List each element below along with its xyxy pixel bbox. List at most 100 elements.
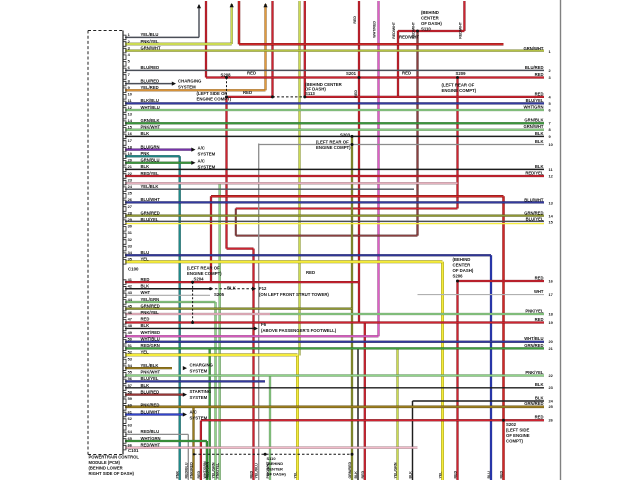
svg-text:2: 2 xyxy=(128,39,131,44)
svg-text:CENTER: CENTER xyxy=(421,16,440,21)
svg-text:(BEHIND: (BEHIND xyxy=(453,257,471,262)
svg-text:58: 58 xyxy=(128,389,133,394)
svg-text:17: 17 xyxy=(128,138,132,143)
svg-text:53: 53 xyxy=(128,356,133,361)
svg-text:YEL/BLU: YEL/BLU xyxy=(255,463,259,479)
svg-text:SYSTEM: SYSTEM xyxy=(198,165,216,170)
svg-text:PNK/YEL: PNK/YEL xyxy=(525,308,544,313)
svg-text:24: 24 xyxy=(128,184,133,189)
svg-text:(BEHIND CENTER: (BEHIND CENTER xyxy=(305,82,343,87)
svg-text:PNK: PNK xyxy=(141,151,150,156)
svg-text:11: 11 xyxy=(128,98,133,103)
svg-text:12: 12 xyxy=(549,173,554,178)
svg-text:(LEFT REAR OF: (LEFT REAR OF xyxy=(187,266,220,271)
svg-text:RED/BLU: RED/BLU xyxy=(184,462,188,478)
svg-text:(LEFT SIDE OF: (LEFT SIDE OF xyxy=(197,91,228,96)
svg-text:OF DASH): OF DASH) xyxy=(267,472,287,477)
svg-text:6: 6 xyxy=(128,65,131,70)
svg-text:WHT/BLU: WHT/BLU xyxy=(141,105,160,110)
svg-text:BLK: BLK xyxy=(535,164,544,169)
svg-text:S110: S110 xyxy=(421,27,431,32)
svg-text:51: 51 xyxy=(128,343,133,348)
svg-text:S203: S203 xyxy=(340,133,351,138)
svg-text:(LEFT SIDE: (LEFT SIDE xyxy=(506,428,530,433)
svg-text:RED: RED xyxy=(535,275,544,280)
svg-text:16: 16 xyxy=(549,278,554,283)
svg-text:BLU/RED: BLU/RED xyxy=(525,65,544,70)
svg-text:(ABOVE PASSENGER'S FOOTWELL): (ABOVE PASSENGER'S FOOTWELL) xyxy=(261,328,337,333)
svg-text:RED: RED xyxy=(402,71,411,76)
svg-text:RED: RED xyxy=(535,91,544,96)
svg-text:46: 46 xyxy=(128,310,133,315)
svg-text:47: 47 xyxy=(128,317,132,322)
svg-text:BLK: BLK xyxy=(409,471,413,479)
svg-text:15: 15 xyxy=(549,220,554,225)
svg-text:PNK/YEL: PNK/YEL xyxy=(525,370,544,375)
svg-text:(BEHIND: (BEHIND xyxy=(267,461,284,466)
svg-text:YEL: YEL xyxy=(141,350,150,355)
svg-text:F12: F12 xyxy=(259,286,267,291)
svg-text:4: 4 xyxy=(549,94,552,99)
svg-text:20: 20 xyxy=(549,339,553,344)
svg-text:44: 44 xyxy=(128,297,133,302)
svg-text:SYSTEM: SYSTEM xyxy=(190,416,208,421)
svg-text:65: 65 xyxy=(128,436,133,441)
svg-text:YEL/BLK: YEL/BLK xyxy=(141,184,159,189)
svg-text:YEL/BLK: YEL/BLK xyxy=(141,363,159,368)
svg-text:RED/WHT: RED/WHT xyxy=(141,442,161,447)
svg-text:A/C: A/C xyxy=(190,410,197,415)
svg-text:OF DASH): OF DASH) xyxy=(453,268,474,273)
svg-text:S208: S208 xyxy=(221,72,232,77)
svg-text:33: 33 xyxy=(128,243,133,248)
svg-text:BLK: BLK xyxy=(227,285,237,290)
svg-text:RED: RED xyxy=(535,415,544,420)
svg-text:48: 48 xyxy=(128,323,133,328)
svg-text:27: 27 xyxy=(128,204,132,209)
svg-text:S206: S206 xyxy=(453,274,464,279)
svg-text:PNK/WHT: PNK/WHT xyxy=(141,370,161,375)
svg-text:34: 34 xyxy=(128,250,133,255)
svg-text:35: 35 xyxy=(128,257,133,262)
svg-text:CHARGING: CHARGING xyxy=(190,363,214,368)
svg-text:10: 10 xyxy=(128,92,132,97)
svg-text:10: 10 xyxy=(549,142,553,147)
svg-text:29: 29 xyxy=(128,217,133,222)
svg-text:COMPT): COMPT) xyxy=(506,439,524,444)
svg-text:RED: RED xyxy=(306,270,315,275)
svg-text:OF ENGINE: OF ENGINE xyxy=(506,433,530,438)
svg-text:BLK: BLK xyxy=(535,131,544,136)
svg-text:RED: RED xyxy=(354,90,358,98)
svg-text:PNK/WHT: PNK/WHT xyxy=(266,461,270,479)
svg-text:S204: S204 xyxy=(194,276,205,281)
svg-text:BLK/BLU: BLK/BLU xyxy=(141,98,159,103)
svg-text:POWERTRAIN CONTROL: POWERTRAIN CONTROL xyxy=(89,455,140,460)
svg-text:BLK: BLK xyxy=(535,382,544,387)
svg-text:14: 14 xyxy=(549,214,554,219)
svg-text:GRN/RED: GRN/RED xyxy=(348,462,352,479)
svg-text:ENGINE COMPT): ENGINE COMPT) xyxy=(442,88,477,93)
svg-text:BLK: BLK xyxy=(535,395,544,400)
svg-text:9: 9 xyxy=(128,85,131,90)
svg-text:19: 19 xyxy=(128,151,133,156)
svg-text:BLU/YEL: BLU/YEL xyxy=(141,376,159,381)
svg-text:13: 13 xyxy=(128,111,133,116)
svg-text:YEL/GRN: YEL/GRN xyxy=(141,297,160,302)
svg-text:BLK: BLK xyxy=(141,131,150,136)
svg-text:15: 15 xyxy=(128,125,133,130)
svg-text:25: 25 xyxy=(549,404,554,409)
svg-text:RIGHT SIDE OF DASH): RIGHT SIDE OF DASH) xyxy=(89,471,135,476)
svg-text:PNK/YEL: PNK/YEL xyxy=(216,462,220,478)
svg-text:45: 45 xyxy=(128,303,133,308)
svg-text:BLU/RED: BLU/RED xyxy=(141,78,160,83)
svg-text:41: 41 xyxy=(128,277,133,282)
svg-text:20: 20 xyxy=(128,158,132,163)
svg-text:BLU/YEL: BLU/YEL xyxy=(141,217,159,222)
svg-text:GRN/RED: GRN/RED xyxy=(524,401,543,406)
svg-text:MODULE (PCM): MODULE (PCM) xyxy=(89,460,121,465)
svg-text:GRN/BLK: GRN/BLK xyxy=(524,118,543,123)
svg-text:RED: RED xyxy=(250,471,254,479)
svg-text:YEL/GRN: YEL/GRN xyxy=(394,462,398,478)
svg-text:YEL: YEL xyxy=(294,471,298,479)
svg-text:ENGINE COMPT): ENGINE COMPT) xyxy=(197,96,232,101)
svg-text:GRN/WHT: GRN/WHT xyxy=(523,124,543,129)
